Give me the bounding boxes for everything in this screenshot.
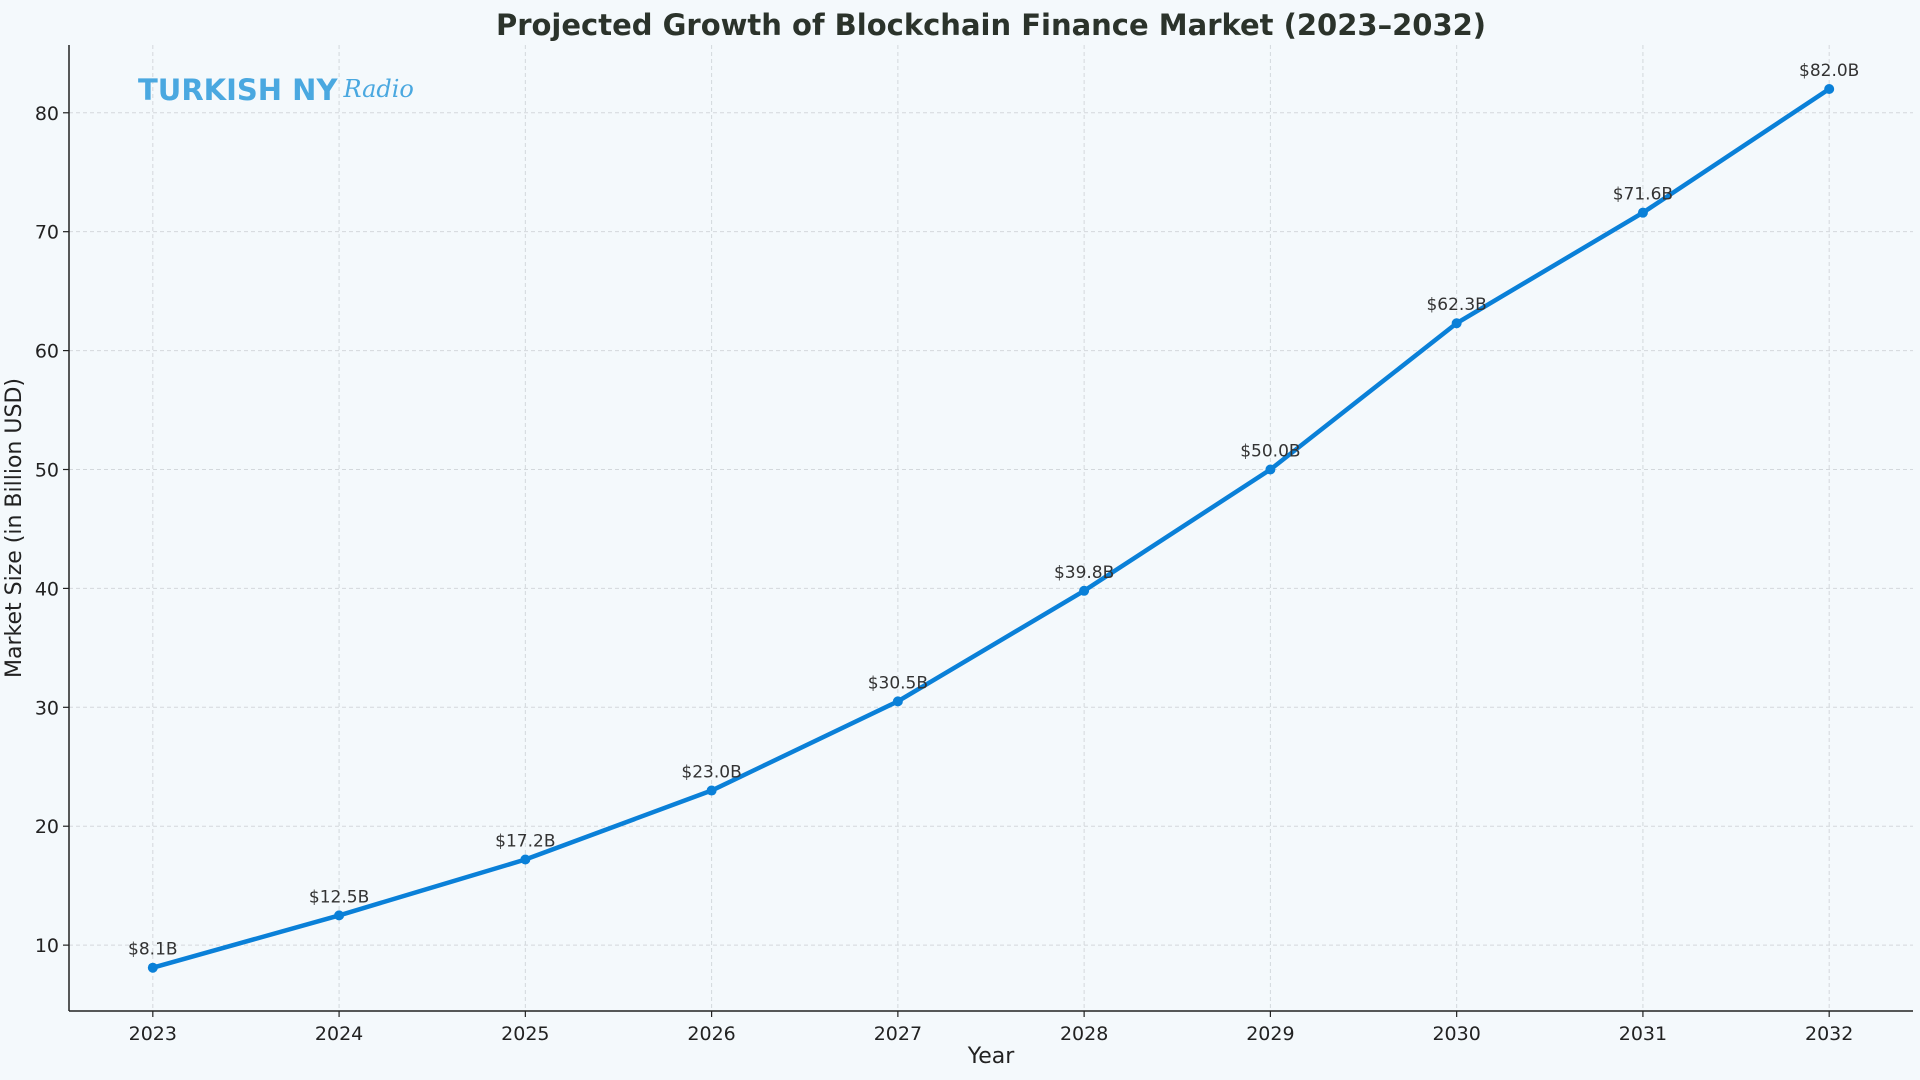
y-tick-label: 80 bbox=[35, 103, 59, 125]
x-axis-label: Year bbox=[967, 1044, 1016, 1069]
x-tick-label: 2024 bbox=[315, 1023, 363, 1045]
data-point bbox=[334, 910, 345, 921]
y-tick-label: 40 bbox=[35, 578, 59, 600]
x-tick-label: 2027 bbox=[874, 1023, 922, 1045]
watermark-logo: TURKISH NY Radio bbox=[138, 73, 414, 107]
data-point bbox=[1824, 83, 1835, 94]
data-label: $39.8B bbox=[1054, 563, 1114, 583]
watermark-text: TURKISH NY bbox=[138, 73, 338, 107]
y-tick-label: 70 bbox=[35, 222, 59, 244]
x-tick-label: 2023 bbox=[129, 1023, 177, 1045]
y-tick-label: 50 bbox=[35, 459, 59, 481]
data-point bbox=[1451, 318, 1462, 329]
x-tick-label: 2030 bbox=[1432, 1023, 1480, 1045]
data-label: $12.5B bbox=[309, 887, 369, 907]
grid bbox=[69, 45, 1913, 1011]
data-point bbox=[892, 696, 903, 707]
data-label: $23.0B bbox=[681, 763, 741, 783]
series-line bbox=[152, 87, 1831, 970]
watermark-script: Radio bbox=[342, 75, 413, 103]
data-label: $50.0B bbox=[1240, 441, 1300, 461]
data-point bbox=[706, 785, 717, 796]
x-tick-label: 2029 bbox=[1246, 1023, 1294, 1045]
data-label: $17.2B bbox=[495, 832, 555, 852]
data-point bbox=[1637, 207, 1648, 218]
x-tick-label: 2026 bbox=[687, 1023, 735, 1045]
y-tick-label: 10 bbox=[35, 935, 59, 957]
y-axis-label: Market Size (in Billion USD) bbox=[2, 378, 27, 678]
data-point bbox=[520, 854, 531, 865]
watermark: TURKISH NY Radio bbox=[138, 73, 414, 107]
data-point bbox=[1079, 585, 1090, 596]
ticks: 2023 2024 2025 2026 2027 2028 2029 2030 2031 2032… bbox=[35, 103, 1854, 1045]
x-tick-label: 2032 bbox=[1805, 1023, 1853, 1045]
y-tick-label: 30 bbox=[35, 697, 59, 719]
data-label: $62.3B bbox=[1426, 295, 1486, 315]
x-tick-label: 2028 bbox=[1060, 1023, 1108, 1045]
y-tick-label: 60 bbox=[35, 341, 59, 363]
data-label: $82.0B bbox=[1799, 61, 1859, 81]
data-label: $71.6B bbox=[1613, 185, 1673, 205]
chart-title: Projected Growth of Blockchain Finance M… bbox=[496, 8, 1486, 42]
x-tick-label: 2031 bbox=[1619, 1023, 1667, 1045]
data-point bbox=[147, 962, 158, 973]
data-point bbox=[1265, 464, 1276, 475]
data-label: $30.5B bbox=[868, 673, 928, 693]
data-label: $8.1B bbox=[128, 940, 178, 960]
y-tick-label: 20 bbox=[35, 816, 59, 838]
x-tick-label: 2025 bbox=[501, 1023, 549, 1045]
data-points: $8.1B $12.5B $17.2B $23.0B $30.5B $39.8B $50.0… bbox=[128, 61, 1859, 973]
